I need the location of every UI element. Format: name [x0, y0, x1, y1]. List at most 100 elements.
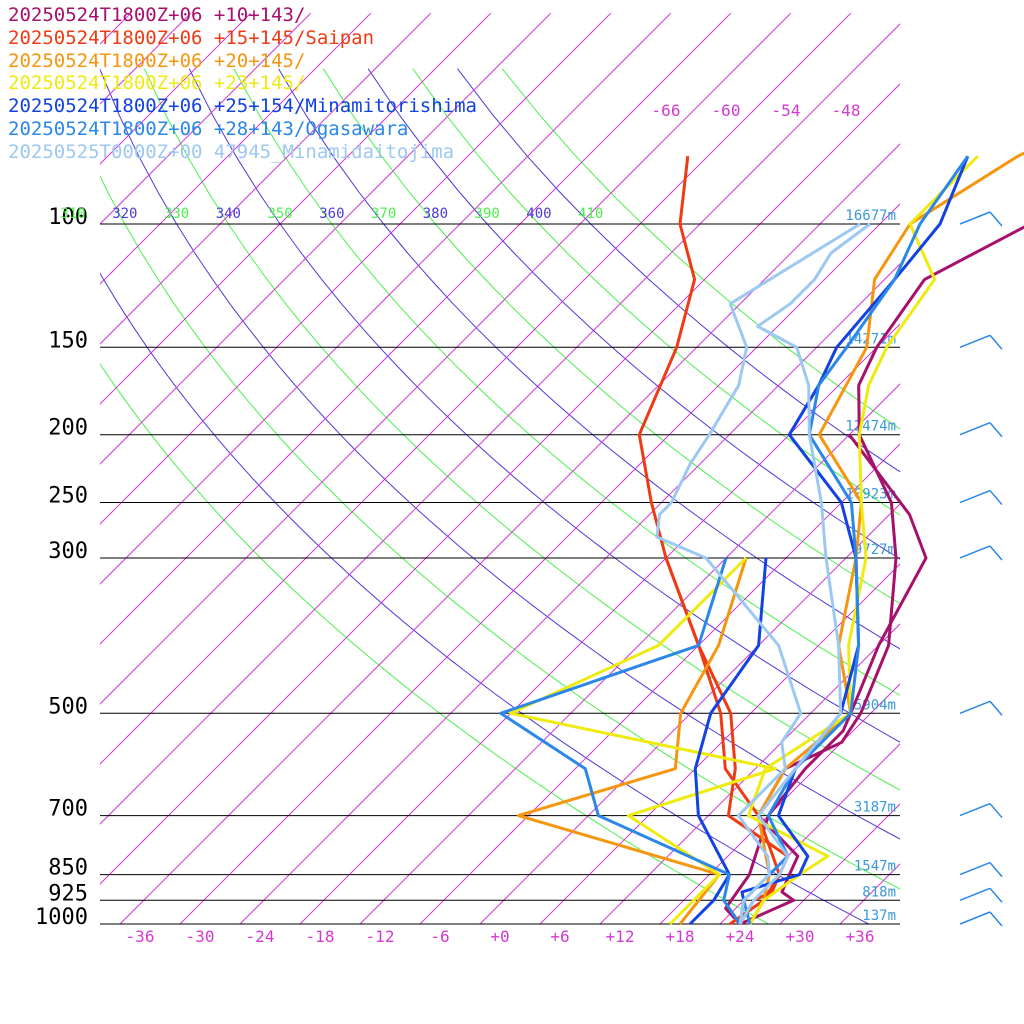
- theta-label-340: 340: [216, 206, 241, 222]
- height-label-200: 12474m: [845, 419, 896, 435]
- temperature-tick-labels: -36 -30 -24 -18 -12 -6 +0 +6 +12 +18 +24 +30 +36: [126, 927, 875, 946]
- profile-dew-4: [688, 557, 768, 926]
- legend-entry: 20250524T1800Z+06 +23+145/: [8, 72, 306, 95]
- dry-adiabat-line: [412, 68, 900, 516]
- chart-legend: 20250524T1800Z+06 +10+143/20250524T1800Z…: [8, 4, 477, 164]
- wind-barb-flag: [989, 803, 1003, 819]
- wind-barb: [959, 334, 991, 348]
- pressure-label-200: 200: [48, 416, 88, 441]
- legend-entry: 20250524T1800Z+06 +25+154/Minamitorishim…: [8, 95, 477, 118]
- height-label-300: 9727m: [854, 542, 896, 558]
- temp-tick-label: -24: [246, 927, 275, 946]
- dry-adiabat-line: [100, 363, 769, 924]
- profile-dew-1: [664, 557, 781, 926]
- temp-tick-label: +6: [550, 927, 569, 946]
- isotherm-line: [100, 12, 432, 345]
- pressure-label-1000: 1000: [35, 905, 88, 930]
- isotherm-line: [100, 12, 552, 465]
- theta-label-390: 390: [475, 206, 500, 222]
- height-label-700: 3187m: [854, 800, 896, 816]
- profile-temp-6: [738, 222, 871, 925]
- isotherm-line: [100, 12, 612, 525]
- wind-barb: [959, 211, 991, 225]
- pressure-label-250: 250: [48, 484, 88, 509]
- dry-adiabat-line: [100, 175, 900, 890]
- theta-label-330: 330: [164, 206, 189, 222]
- temp-tick-label: +0: [490, 927, 509, 946]
- wind-barb-flag: [989, 422, 1003, 438]
- legend-entry: 20250524T1800Z+06 +10+143/: [8, 4, 306, 26]
- wind-barb: [959, 700, 991, 714]
- isotherm-line: [100, 12, 492, 405]
- wind-barbs: [959, 211, 1003, 927]
- sounding-profiles: [499, 151, 1024, 926]
- isotherm-label: -54: [772, 101, 801, 120]
- isotherm-line: [479, 503, 900, 924]
- legend-entry: 20250524T1800Z+06 +15+145/Saipan: [8, 26, 375, 49]
- profile-temp-5: [742, 155, 970, 925]
- temp-tick-label: -18: [306, 927, 335, 946]
- temp-tick-label: -36: [126, 927, 155, 946]
- pressure-label-500: 500: [48, 694, 88, 719]
- wind-barb: [959, 887, 991, 901]
- theta-label-360: 360: [319, 206, 344, 222]
- isotherm-line: [599, 623, 900, 924]
- profile-dew-5: [499, 557, 742, 925]
- profile-temp-0: [739, 225, 1024, 926]
- isotherm-line: [539, 563, 900, 924]
- height-label-100: 16677m: [845, 208, 896, 224]
- dry-adiabat-line: [100, 68, 900, 840]
- dry-adiabat-line: [100, 272, 869, 924]
- pressure-label-850: 850: [48, 856, 88, 881]
- dry-adiabat-line: [457, 68, 900, 473]
- isotherm-line: [100, 12, 852, 765]
- isotherm-label: -48: [832, 101, 861, 120]
- isotherm-line: [100, 12, 372, 285]
- legend-entry: 20250524T1800Z+06 +28+143/Ogasawara: [8, 117, 409, 140]
- wind-barb-flag: [989, 911, 1003, 927]
- theta-label-320: 320: [112, 206, 137, 222]
- height-label-925: 818m: [862, 884, 896, 900]
- temp-tick-label: +18: [666, 927, 695, 946]
- legend-entry: 20250525T0000Z+00 47945_Minamidaitojima: [8, 140, 455, 163]
- wind-barb: [959, 911, 991, 925]
- theta-labels: 310 320 330 340 350 360 370 380 390 400 410: [60, 206, 603, 222]
- isotherm-line: [659, 683, 900, 924]
- theta-label-310: 310: [60, 206, 85, 222]
- isotherm-line: [100, 12, 732, 645]
- isotherm-line: [719, 743, 900, 924]
- height-label-850: 1547m: [854, 859, 896, 875]
- temp-tick-label: +12: [606, 927, 635, 946]
- isotherm-line: [100, 12, 792, 705]
- legend-entry: 20250524T1800Z+06 +20+145/: [8, 49, 306, 72]
- isotherm-line: [179, 203, 900, 924]
- dry-adiabat-line: [278, 68, 900, 650]
- wind-barb-flag: [989, 887, 1003, 903]
- temp-tick-label: -6: [430, 927, 449, 946]
- isotherm-line: [100, 23, 900, 825]
- wind-barb-flag: [989, 545, 1003, 561]
- temp-tick-label: +30: [786, 927, 815, 946]
- isotherm-line: [839, 863, 900, 924]
- wind-barb-flag: [989, 211, 1003, 227]
- isotherm-line: [419, 443, 900, 924]
- wind-barb: [959, 861, 991, 876]
- dry-adiabat-line: [143, 68, 900, 791]
- theta-label-370: 370: [371, 206, 396, 222]
- pressure-label-150: 150: [48, 328, 88, 353]
- wind-barb: [959, 489, 991, 504]
- isotherm-line: [899, 923, 900, 924]
- wind-barb-flag: [989, 700, 1003, 716]
- profile-dew-0: [724, 433, 928, 926]
- height-labels: 16677m14271m12474m10923m9727m5904m3187m1…: [845, 208, 896, 924]
- dry-adiabat-line: [367, 68, 900, 560]
- wind-barb-flag: [989, 334, 1003, 350]
- isotherm-line: [100, 12, 312, 225]
- theta-label-400: 400: [526, 206, 551, 222]
- isotherm-label: -66: [652, 101, 681, 120]
- isotherm-line: [100, 12, 672, 585]
- isotherm-line: [100, 83, 900, 885]
- pressure-label-300: 300: [48, 539, 88, 564]
